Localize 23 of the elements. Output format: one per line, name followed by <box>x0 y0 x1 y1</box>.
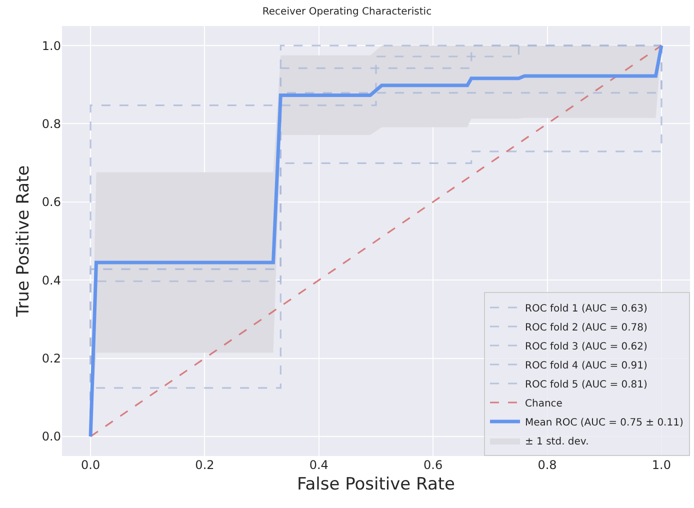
x-tick-label: 0.2 <box>195 458 214 472</box>
x-tick-label: 0.8 <box>538 458 557 472</box>
x-tick-label: 0.4 <box>309 458 328 472</box>
chart-title: Receiver Operating Characteristic <box>262 6 432 18</box>
legend-label: ROC fold 5 (AUC = 0.81) <box>525 379 648 390</box>
y-tick-label: 0.4 <box>42 273 61 288</box>
legend-label: Chance <box>525 398 562 410</box>
x-axis-title: False Positive Rate <box>297 474 455 494</box>
y-tick-label: 1.0 <box>42 38 61 53</box>
y-tick-label: 0.2 <box>42 351 61 366</box>
y-axis-title: True Positive Rate <box>13 165 34 318</box>
annotation: ± 1 std. dev. <box>525 436 589 448</box>
x-tick-label: 0.6 <box>424 458 443 472</box>
legend-label: Mean ROC (AUC = 0.75 ± 0.11) <box>525 417 684 428</box>
legend-label: ROC fold 2 (AUC = 0.78) <box>525 322 648 334</box>
y-tick-label: 0.6 <box>42 195 61 210</box>
legend-label: ROC fold 1 (AUC = 0.63) <box>525 303 648 314</box>
x-tick-label: 0.0 <box>81 458 100 472</box>
x-tick-label: 1.0 <box>652 458 671 472</box>
y-tick-label: 0.0 <box>42 430 61 444</box>
legend-label: ROC fold 4 (AUC = 0.91) <box>525 360 648 372</box>
y-tick-label: 0.8 <box>42 116 61 131</box>
legend-label: ROC fold 3 (AUC = 0.62) <box>525 341 648 352</box>
